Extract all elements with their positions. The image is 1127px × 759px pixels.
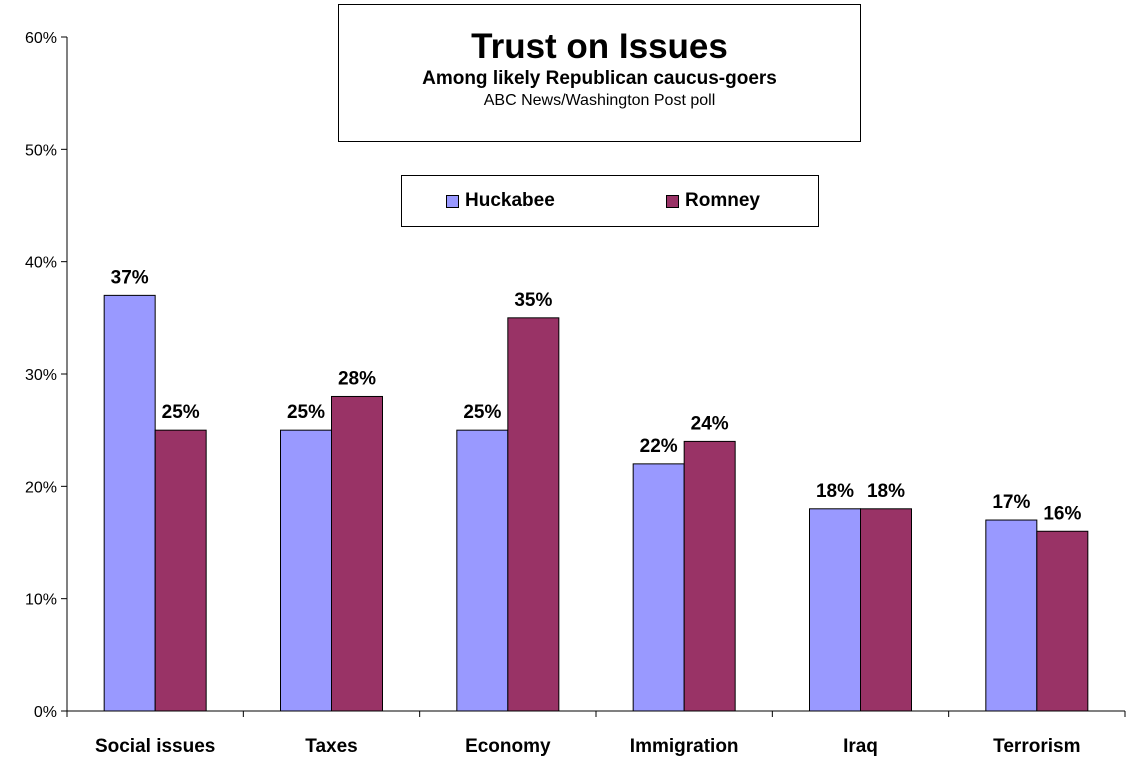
- bar-huckabee-immigration: [633, 464, 684, 711]
- bar-huckabee-social-issues: [104, 295, 155, 711]
- y-tick-label: 50%: [25, 142, 57, 159]
- data-label: 22%: [640, 436, 678, 457]
- bar-romney-economy: [508, 318, 559, 711]
- bar-romney-immigration: [684, 441, 735, 711]
- y-tick-label: 40%: [25, 255, 57, 272]
- data-label: 25%: [287, 402, 325, 423]
- bar-huckabee-taxes: [281, 430, 332, 711]
- category-label: Taxes: [305, 736, 357, 757]
- category-labels: Social issues Taxes Economy Immigration Iraq…: [95, 736, 1081, 757]
- chart-subtitle: Among likely Republican caucus-goers: [339, 67, 860, 91]
- bar-romney-terrorism: [1037, 531, 1088, 711]
- bar-huckabee-economy: [457, 430, 508, 711]
- chart-title: Trust on Issues: [339, 27, 860, 67]
- category-label: Social issues: [95, 736, 215, 757]
- data-labels: 37% 25% 25% 28% 25% 35% 22% 24% 18% 18% 17% 16%: [111, 267, 1082, 524]
- bars: [104, 295, 1088, 711]
- legend-swatch-romney: [666, 195, 679, 208]
- data-label: 18%: [816, 481, 854, 502]
- data-label: 17%: [992, 492, 1030, 513]
- y-tick-label: 60%: [25, 30, 57, 47]
- data-label: 28%: [338, 368, 376, 389]
- y-tick-label: 10%: [25, 592, 57, 609]
- data-label: 37%: [111, 267, 149, 288]
- data-label: 35%: [514, 290, 552, 311]
- bar-huckabee-iraq: [810, 509, 861, 711]
- y-tick-label: 0%: [34, 704, 57, 721]
- legend-item-huckabee: Huckabee: [446, 191, 555, 211]
- bar-romney-taxes: [332, 396, 383, 711]
- y-tick-label: 30%: [25, 367, 57, 384]
- data-label: 24%: [691, 413, 729, 434]
- chart-source: ABC News/Washington Post poll: [339, 91, 860, 111]
- category-label: Terrorism: [993, 736, 1080, 757]
- data-label: 18%: [867, 481, 905, 502]
- data-label: 25%: [162, 402, 200, 423]
- bar-huckabee-terrorism: [986, 520, 1037, 711]
- category-label: Iraq: [843, 736, 878, 757]
- legend: Huckabee Romney: [401, 175, 819, 227]
- legend-label-huckabee: Huckabee: [465, 191, 555, 211]
- legend-item-romney: Romney: [666, 191, 760, 211]
- data-label: 25%: [463, 402, 501, 423]
- legend-label-romney: Romney: [685, 191, 760, 211]
- category-label: Immigration: [630, 736, 739, 757]
- data-label: 16%: [1043, 503, 1081, 524]
- y-tick-label: 20%: [25, 479, 57, 496]
- legend-swatch-huckabee: [446, 195, 459, 208]
- chart-title-box: Trust on Issues Among likely Republican …: [338, 4, 861, 142]
- category-label: Economy: [465, 736, 551, 757]
- bar-romney-iraq: [861, 509, 912, 711]
- bar-romney-social-issues: [155, 430, 206, 711]
